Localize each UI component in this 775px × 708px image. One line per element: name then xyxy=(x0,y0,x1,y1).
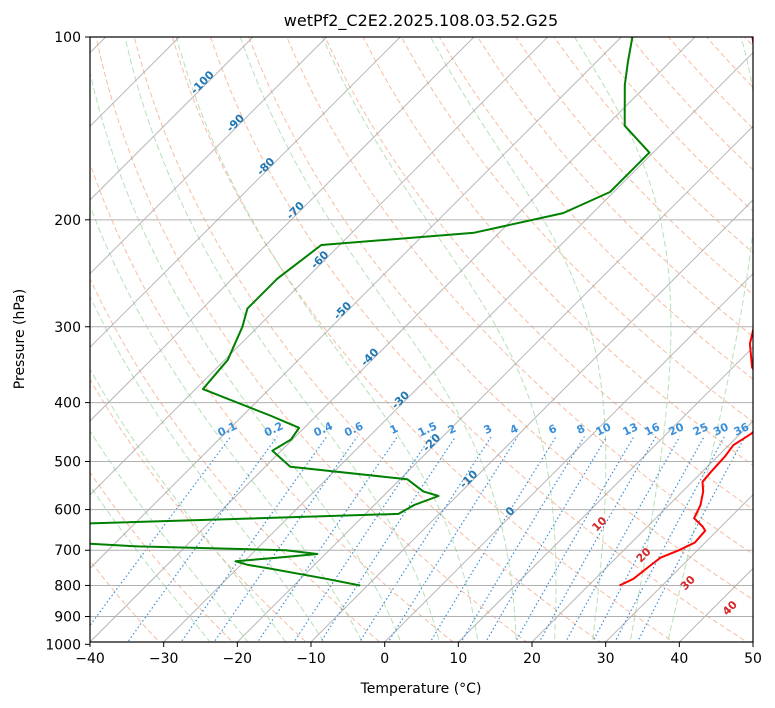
mixing-ratio-line xyxy=(591,436,705,642)
mixing-ratio-line xyxy=(127,436,278,642)
moist-adiabat xyxy=(430,37,607,642)
dry-adiabat xyxy=(90,161,454,642)
mixing-ratio-label: 16 xyxy=(643,420,663,438)
x-tick-label: 50 xyxy=(744,651,762,667)
x-axis: −40 −30 −20 −10 0 10 20 30 40 50 xyxy=(75,642,762,667)
dry-adiabat xyxy=(477,37,753,338)
isotherm xyxy=(162,51,753,642)
y-tick-label: 1000 xyxy=(45,637,81,653)
mixing-ratio-label: 30 xyxy=(711,420,731,438)
isotherm xyxy=(90,37,254,201)
isotherm xyxy=(236,125,753,642)
mixing-ratio-line xyxy=(90,436,232,627)
moist-adiabat xyxy=(574,37,672,642)
mixing-ratio-line xyxy=(514,436,635,642)
x-tick-label: 10 xyxy=(449,651,467,667)
mixing-ratio-line xyxy=(565,436,681,642)
x-tick-label: 0 xyxy=(380,651,389,667)
dry-adiabat xyxy=(171,37,675,642)
dry-adiabat xyxy=(248,37,753,601)
moist-adiabat xyxy=(90,367,287,642)
dry-adiabat xyxy=(90,471,234,642)
plot-frame xyxy=(89,36,754,643)
y-axis: 1000 900 800 700 600 500 400 300 200 100 xyxy=(45,30,90,653)
dry-adiabat xyxy=(95,37,528,642)
y-tick-label: 500 xyxy=(54,454,81,470)
mixing-ratio-label: 20 xyxy=(667,420,687,438)
moist-adiabat xyxy=(90,484,211,642)
moist-adiabat xyxy=(124,37,440,642)
isotherm xyxy=(90,37,622,570)
isotherm xyxy=(90,37,475,422)
isotherm xyxy=(90,37,549,496)
mixing-ratio-line xyxy=(429,436,557,642)
chart-title: wetPf2_C2E2.2025.108.03.52.G25 xyxy=(284,11,558,31)
mixing-ratio-label: 10 xyxy=(594,420,614,438)
mixing-ratio-line xyxy=(293,436,432,642)
y-tick-label: 900 xyxy=(54,610,81,626)
temperature-profile xyxy=(619,37,753,587)
pressure-gridlines xyxy=(90,37,753,618)
dry-adiabat xyxy=(400,37,753,423)
x-tick-label: −40 xyxy=(75,651,105,667)
isotherm xyxy=(90,37,328,275)
y-tick-label: 400 xyxy=(54,396,81,412)
profiles xyxy=(90,37,753,587)
isotherm xyxy=(90,37,696,642)
x-axis-label: Temperature (°C) xyxy=(360,681,482,697)
x-tick-label: 30 xyxy=(597,651,615,667)
mixing-ratio-line xyxy=(614,436,725,642)
dry-adiabat xyxy=(90,560,160,642)
moist-adiabat xyxy=(90,295,325,642)
moist-adiabat xyxy=(90,70,402,642)
y-tick-label: 200 xyxy=(54,213,81,229)
y-tick-label: 100 xyxy=(54,30,81,46)
isotherm xyxy=(383,272,753,642)
y-axis-label: Pressure (hPa) xyxy=(12,289,28,389)
mixing-ratio-line xyxy=(636,436,746,642)
mixing-ratio-line xyxy=(213,436,358,642)
x-tick-label: −10 xyxy=(296,651,326,667)
isotherm xyxy=(310,199,753,642)
isotherm xyxy=(457,346,753,642)
isotherm xyxy=(531,420,753,642)
dewpoint-profile xyxy=(90,37,651,587)
dry-adiabat xyxy=(133,37,601,642)
mixing-ratio-label: 13 xyxy=(621,420,640,438)
background-lines xyxy=(90,37,753,642)
plot-background xyxy=(90,37,753,642)
x-tick-label: 20 xyxy=(523,651,541,667)
x-tick-label: −30 xyxy=(149,651,179,667)
moist-adiabat xyxy=(90,204,363,642)
mixing-ratio-label: 25 xyxy=(691,420,710,438)
y-tick-label: 700 xyxy=(54,543,81,559)
x-tick-label: −20 xyxy=(223,651,253,667)
isotherm xyxy=(604,493,753,642)
mixing-ratio-line xyxy=(538,436,657,642)
dry-adiabat xyxy=(324,37,753,511)
x-tick-label: 40 xyxy=(670,651,688,667)
moist-adiabat xyxy=(90,429,249,642)
mixing-ratio-line xyxy=(460,436,585,642)
y-tick-label: 600 xyxy=(54,503,81,519)
y-tick-label: 300 xyxy=(54,320,81,336)
dry-adiabat xyxy=(210,37,748,642)
y-tick-label: 800 xyxy=(54,578,81,594)
dry-adiabat xyxy=(90,378,307,642)
mixing-ratio-label: 36 xyxy=(732,420,752,438)
mixing-ratio-line xyxy=(485,436,608,642)
dry-adiabat xyxy=(515,37,753,296)
